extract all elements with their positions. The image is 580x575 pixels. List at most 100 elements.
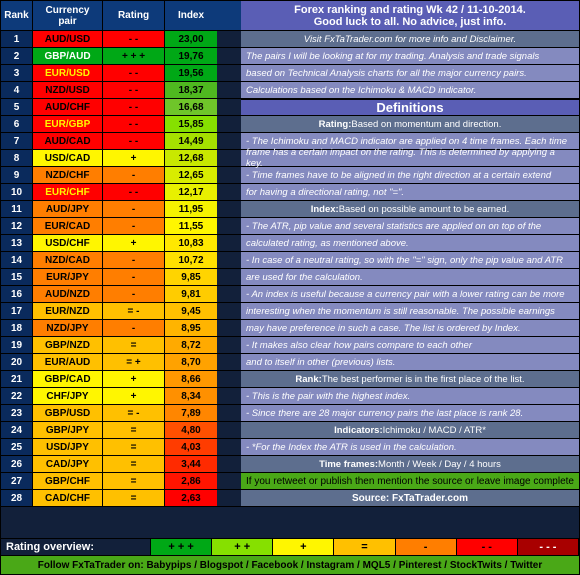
pair-cell: USD/JPY: [33, 439, 103, 455]
rating-cell: =: [103, 456, 165, 472]
overview-cell: +: [273, 539, 334, 555]
pair-cell: EUR/NZD: [33, 303, 103, 319]
pair-cell: GBP/USD: [33, 405, 103, 421]
index-cell: 2,63: [165, 490, 217, 506]
index-cell: 8,66: [165, 371, 217, 387]
overview-cell: - -: [457, 539, 518, 555]
rank-cell: 3: [1, 65, 33, 81]
index-cell: 9,45: [165, 303, 217, 319]
rating-cell: - -: [103, 65, 165, 81]
info-panel: Forex ranking and rating Wk 42 / 11-10-2…: [241, 1, 579, 538]
pair-cell: AUD/CAD: [33, 133, 103, 149]
intro-line: The pairs I will be looking at for my tr…: [241, 48, 579, 65]
rank-cell: 4: [1, 82, 33, 98]
rating-cell: - -: [103, 31, 165, 47]
rating-cell: -: [103, 167, 165, 183]
pair-cell: AUD/JPY: [33, 201, 103, 217]
table-row: 12 EUR/CAD - 11,55: [1, 218, 241, 235]
table-row: 17 EUR/NZD = - 9,45: [1, 303, 241, 320]
rank-cell: 6: [1, 116, 33, 132]
index-line: are used for the calculation.: [241, 269, 579, 286]
index-cell: 12,68: [165, 150, 217, 166]
pair-cell: GBP/JPY: [33, 422, 103, 438]
rating-cell: - -: [103, 99, 165, 115]
index-cell: 18,37: [165, 82, 217, 98]
rank-cell: 27: [1, 473, 33, 489]
index-cell: 7,89: [165, 405, 217, 421]
rank-cell: 8: [1, 150, 33, 166]
index-cell: 2,86: [165, 473, 217, 489]
index-cell: 4,80: [165, 422, 217, 438]
pair-cell: GBP/AUD: [33, 48, 103, 64]
pair-cell: EUR/JPY: [33, 269, 103, 285]
pair-cell: USD/CAD: [33, 150, 103, 166]
index-cell: 8,34: [165, 388, 217, 404]
table-row: 21 GBP/CAD + 8,66: [1, 371, 241, 388]
rating-cell: -: [103, 286, 165, 302]
rank-cell: 18: [1, 320, 33, 336]
rank-cell: 21: [1, 371, 33, 387]
index-cell: 11,95: [165, 201, 217, 217]
rank-cell: 2: [1, 48, 33, 64]
rating-cell: = -: [103, 303, 165, 319]
rating-overview: Rating overview: + + ++ ++=-- -- - -: [1, 538, 579, 556]
index-cell: 8,70: [165, 354, 217, 370]
pair-cell: GBP/NZD: [33, 337, 103, 353]
rank-cell: 15: [1, 269, 33, 285]
index-cell: 19,76: [165, 48, 217, 64]
timeframes-heading: Time frames: Month / Week / Day / 4 hour…: [241, 456, 579, 473]
rank-cell: 1: [1, 31, 33, 47]
rank-cell: 17: [1, 303, 33, 319]
title-line2: Good luck to all. No advice, just info.: [242, 16, 578, 28]
rating-cell: -: [103, 252, 165, 268]
table-row: 24 GBP/JPY = 4,80: [1, 422, 241, 439]
rating-cell: =: [103, 473, 165, 489]
table-row: 2 GBP/AUD + + + 19,76: [1, 48, 241, 65]
index-line: - In case of a neutral rating, so with t…: [241, 252, 579, 269]
pair-cell: NZD/USD: [33, 82, 103, 98]
table-header: Rank Currency pair Rating Index: [1, 1, 241, 31]
pair-cell: EUR/USD: [33, 65, 103, 81]
table-row: 7 AUD/CAD - - 14,49: [1, 133, 241, 150]
table-row: 16 AUD/NZD - 9,81: [1, 286, 241, 303]
rank-cell: 24: [1, 422, 33, 438]
rank-cell: 23: [1, 405, 33, 421]
overview-cell: - - -: [518, 539, 579, 555]
rank-cell: 10: [1, 184, 33, 200]
rating-cell: -: [103, 320, 165, 336]
index-cell: 19,56: [165, 65, 217, 81]
rating-cell: =: [103, 337, 165, 353]
rank-cell: 5: [1, 99, 33, 115]
page-title: Forex ranking and rating Wk 42 / 11-10-2…: [241, 1, 579, 31]
index-line: and to itself in other (previous) lists.: [241, 354, 579, 371]
rank-heading: Rank: The best performer is in the first…: [241, 371, 579, 388]
index-heading: Index: Based on possible amount to be ea…: [241, 201, 579, 218]
index-line: - An index is useful because a currency …: [241, 286, 579, 303]
rating-line: frame has a certain impact on the rating…: [241, 150, 579, 167]
rank-cell: 20: [1, 354, 33, 370]
index-line: interesting when the momentum is still r…: [241, 303, 579, 320]
index-cell: 10,72: [165, 252, 217, 268]
table-row: 23 GBP/USD = - 7,89: [1, 405, 241, 422]
index-cell: 16,68: [165, 99, 217, 115]
table-row: 27 GBP/CHF = 2,86: [1, 473, 241, 490]
rank-line: - Since there are 28 major currency pair…: [241, 405, 579, 422]
col-rank: Rank: [1, 1, 33, 30]
index-line: calculated rating, as mentioned above.: [241, 235, 579, 252]
rank-cell: 12: [1, 218, 33, 234]
rating-cell: +: [103, 388, 165, 404]
overview-cell: + + +: [151, 539, 212, 555]
rank-cell: 25: [1, 439, 33, 455]
overview-cell: =: [334, 539, 395, 555]
rating-cell: =: [103, 422, 165, 438]
rank-cell: 11: [1, 201, 33, 217]
pair-cell: CHF/JPY: [33, 388, 103, 404]
rating-cell: +: [103, 150, 165, 166]
table-row: 20 EUR/AUD = + 8,70: [1, 354, 241, 371]
pair-cell: GBP/CHF: [33, 473, 103, 489]
index-cell: 3,44: [165, 456, 217, 472]
table-row: 14 NZD/CAD - 10,72: [1, 252, 241, 269]
rank-cell: 28: [1, 490, 33, 506]
rating-cell: =: [103, 490, 165, 506]
index-line: - The ATR, pip value and several statist…: [241, 218, 579, 235]
